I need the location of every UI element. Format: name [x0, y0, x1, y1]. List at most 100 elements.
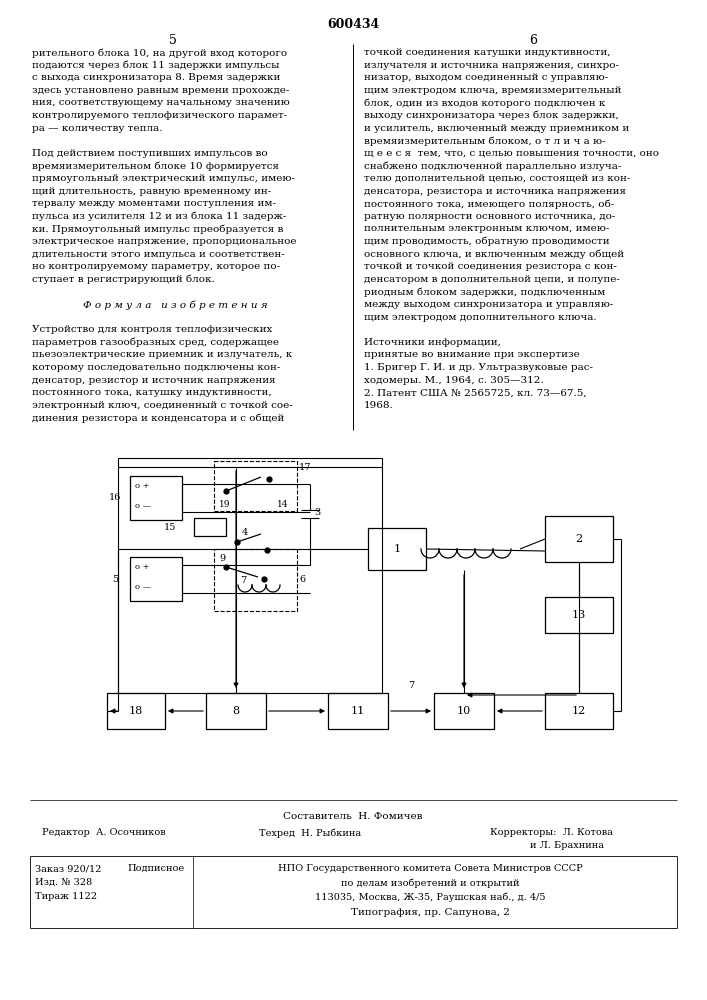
Text: точкой соединения катушки индуктивности,: точкой соединения катушки индуктивности, — [364, 48, 611, 57]
Text: 4: 4 — [242, 528, 248, 537]
Text: 16: 16 — [109, 493, 121, 502]
Text: по делам изобретений и открытий: по делам изобретений и открытий — [341, 878, 519, 888]
Text: между выходом синхронизатора и управляю-: между выходом синхронизатора и управляю- — [364, 300, 614, 309]
Text: o +: o + — [135, 482, 149, 490]
Bar — [130, 476, 182, 520]
Text: телю дополнительной цепью, состоящей из кон-: телю дополнительной цепью, состоящей из … — [364, 174, 631, 183]
Bar — [434, 693, 494, 729]
Text: 17: 17 — [299, 463, 312, 472]
Text: Типография, пр. Сапунова, 2: Типография, пр. Сапунова, 2 — [351, 908, 510, 917]
Text: 5: 5 — [112, 574, 118, 584]
Text: электронный ключ, соединенный с точкой сое-: электронный ключ, соединенный с точкой с… — [32, 401, 293, 410]
Text: ра — количеству тепла.: ра — количеству тепла. — [32, 124, 163, 133]
Text: денсатором в дополнительной цепи, и полупе-: денсатором в дополнительной цепи, и полу… — [364, 275, 620, 284]
Text: Ф о р м у л а   и з о б р е т е н и я: Ф о р м у л а и з о б р е т е н и я — [83, 300, 267, 310]
Text: Заказ 920/12: Заказ 920/12 — [35, 864, 102, 873]
Text: тервалу между моментами поступления им-: тервалу между моментами поступления им- — [32, 199, 276, 208]
Text: Источники информации,: Источники информации, — [364, 338, 501, 347]
Text: Устройство для контроля теплофизических: Устройство для контроля теплофизических — [32, 325, 272, 334]
Text: полнительным электронным ключом, имею-: полнительным электронным ключом, имею- — [364, 224, 609, 233]
Text: постоянного тока, катушку индуктивности,: постоянного тока, катушку индуктивности, — [32, 388, 271, 397]
Text: o —: o — — [135, 502, 151, 510]
Text: пьезоэлектрические приемник и излучатель, к: пьезоэлектрические приемник и излучатель… — [32, 350, 292, 359]
Text: электрическое напряжение, пропорциональное: электрическое напряжение, пропорциональн… — [32, 237, 296, 246]
Text: постоянного тока, имеющего полярность, об-: постоянного тока, имеющего полярность, о… — [364, 199, 614, 209]
Text: ратную полярности основного источника, до-: ратную полярности основного источника, д… — [364, 212, 615, 221]
Bar — [368, 528, 426, 570]
Text: 10: 10 — [457, 706, 471, 716]
Text: ходомеры. М., 1964, с. 305—312.: ходомеры. М., 1964, с. 305—312. — [364, 376, 544, 385]
Text: 7: 7 — [240, 576, 246, 585]
Text: Тираж 1122: Тираж 1122 — [35, 892, 97, 901]
Text: ступает в регистрирующий блок.: ступает в регистрирующий блок. — [32, 275, 215, 284]
Text: времяизмерительным блоком, о т л и ч а ю-: времяизмерительным блоком, о т л и ч а ю… — [364, 136, 606, 146]
Text: излучателя и источника напряжения, синхро-: излучателя и источника напряжения, синхр… — [364, 61, 619, 70]
Text: длительности этого импульса и соответствен-: длительности этого импульса и соответств… — [32, 250, 285, 259]
Text: 18: 18 — [129, 706, 143, 716]
Text: 11: 11 — [351, 706, 365, 716]
Text: 2. Патент США № 2565725, кл. 73—67.5,: 2. Патент США № 2565725, кл. 73—67.5, — [364, 388, 587, 397]
Text: o +: o + — [135, 563, 149, 571]
Text: но контролируемому параметру, которое по-: но контролируемому параметру, которое по… — [32, 262, 280, 271]
Text: 113035, Москва, Ж-35, Раушская наб., д. 4/5: 113035, Москва, Ж-35, Раушская наб., д. … — [315, 892, 545, 902]
Text: щ е е с я  тем, что, с целью повышения точности, оно: щ е е с я тем, что, с целью повышения то… — [364, 149, 659, 158]
Text: риодным блоком задержки, подключенным: риодным блоком задержки, подключенным — [364, 287, 605, 297]
Text: 2: 2 — [575, 534, 583, 544]
Text: щим электродом дополнительного ключа.: щим электродом дополнительного ключа. — [364, 313, 597, 322]
Text: o —: o — — [135, 583, 151, 591]
Text: времяизмерительном блоке 10 формируется: времяизмерительном блоке 10 формируется — [32, 161, 279, 171]
Text: 6: 6 — [529, 34, 537, 47]
Text: низатор, выходом соединенный с управляю-: низатор, выходом соединенный с управляю- — [364, 73, 608, 82]
Text: прямоугольный электрический импульс, имею-: прямоугольный электрический импульс, име… — [32, 174, 295, 183]
Text: 8: 8 — [233, 706, 240, 716]
Text: и усилитель, включенный между приемником и: и усилитель, включенный между приемником… — [364, 124, 629, 133]
Bar — [107, 693, 165, 729]
Text: 15: 15 — [163, 522, 176, 532]
Bar — [130, 557, 182, 601]
Text: которому последовательно подключены кон-: которому последовательно подключены кон- — [32, 363, 281, 372]
Text: НПО Государственного комитета Совета Министров СССР: НПО Государственного комитета Совета Мин… — [278, 864, 583, 873]
Text: рительного блока 10, на другой вход которого: рительного блока 10, на другой вход кото… — [32, 48, 287, 57]
Text: 6: 6 — [299, 576, 305, 584]
Text: ки. Прямоугольный импульс преобразуется в: ки. Прямоугольный импульс преобразуется … — [32, 224, 284, 234]
Text: щим проводимость, обратную проводимости: щим проводимость, обратную проводимости — [364, 237, 609, 246]
Text: динения резистора и конденсатора и с общей: динения резистора и конденсатора и с общ… — [32, 413, 284, 423]
Text: 1. Бригер Г. И. и др. Ультразвуковые рас-: 1. Бригер Г. И. и др. Ультразвуковые рас… — [364, 363, 593, 372]
Text: блок, один из входов которого подключен к: блок, один из входов которого подключен … — [364, 98, 605, 108]
Bar — [545, 597, 613, 633]
Text: пульса из усилителя 12 и из блока 11 задерж-: пульса из усилителя 12 и из блока 11 зад… — [32, 212, 286, 221]
Bar — [545, 693, 613, 729]
Text: 5: 5 — [169, 34, 177, 47]
Text: 600434: 600434 — [327, 18, 379, 31]
Text: с выхода синхронизатора 8. Время задержки: с выхода синхронизатора 8. Время задержк… — [32, 73, 281, 82]
Text: денсатора, резистора и источника напряжения: денсатора, резистора и источника напряже… — [364, 187, 626, 196]
Text: 1968.: 1968. — [364, 401, 394, 410]
Text: 3: 3 — [314, 508, 320, 517]
Text: параметров газообразных сред, содержащее: параметров газообразных сред, содержащее — [32, 338, 279, 347]
Text: 12: 12 — [572, 706, 586, 716]
Text: ния, соответствующему начальному значению: ния, соответствующему начальному значени… — [32, 98, 290, 107]
Bar — [214, 461, 297, 511]
Text: 1: 1 — [393, 544, 401, 554]
Text: выходу синхронизатора через блок задержки,: выходу синхронизатора через блок задержк… — [364, 111, 619, 120]
Text: принятые во внимание при экспертизе: принятые во внимание при экспертизе — [364, 350, 580, 359]
Bar — [206, 693, 266, 729]
Text: денсатор, резистор и источник напряжения: денсатор, резистор и источник напряжения — [32, 376, 276, 385]
Bar — [328, 693, 388, 729]
Text: 9: 9 — [219, 554, 225, 563]
Text: 7: 7 — [408, 681, 414, 690]
Text: 14: 14 — [277, 500, 288, 509]
Text: Техред  Н. Рыбкина: Техред Н. Рыбкина — [259, 828, 361, 838]
Text: контролируемого теплофизического парамет-: контролируемого теплофизического парамет… — [32, 111, 287, 120]
Text: Подписное: Подписное — [128, 864, 185, 873]
Text: подаются через блок 11 задержки импульсы: подаются через блок 11 задержки импульсы — [32, 61, 279, 70]
Bar — [214, 549, 297, 611]
Text: и Л. Брахнина: и Л. Брахнина — [530, 841, 604, 850]
Text: снабжено подключенной параллельно излуча-: снабжено подключенной параллельно излуча… — [364, 161, 621, 171]
Text: щий длительность, равную временному ин-: щий длительность, равную временному ин- — [32, 187, 271, 196]
Text: здесь установлено равным времени прохожде-: здесь установлено равным времени прохожд… — [32, 86, 289, 95]
Text: щим электродом ключа, времяизмерительный: щим электродом ключа, времяизмерительный — [364, 86, 621, 95]
Text: Под действием поступивших импульсов во: Под действием поступивших импульсов во — [32, 149, 268, 158]
Text: Изд. № 328: Изд. № 328 — [35, 878, 92, 887]
Text: Корректоры:  Л. Котова: Корректоры: Л. Котова — [490, 828, 613, 837]
